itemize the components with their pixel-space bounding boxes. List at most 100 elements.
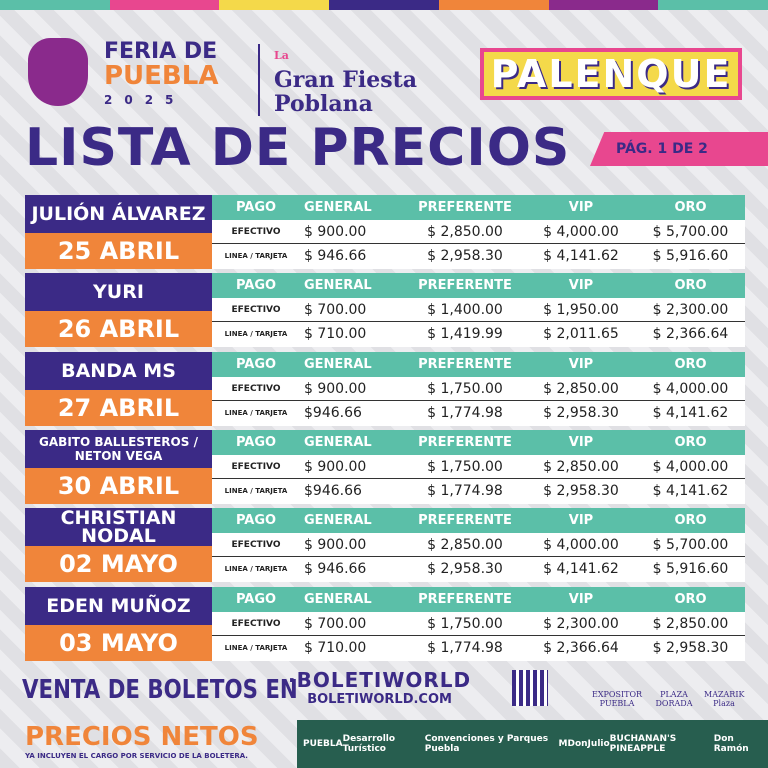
column-header: ORO bbox=[674, 513, 707, 529]
pay-method: EFECTIVO bbox=[231, 540, 281, 551]
pay-method: LINEA / TARJETA bbox=[224, 330, 288, 339]
price-cell: $ 900.00 bbox=[304, 537, 367, 554]
pay-method: EFECTIVO bbox=[231, 305, 281, 316]
price-cell: $ 2,300.00 bbox=[652, 302, 729, 319]
price-cell: $ 2,958.30 bbox=[652, 639, 729, 656]
column-header: VIP bbox=[568, 278, 594, 294]
price-cell: $ 2,958.30 bbox=[427, 248, 503, 264]
column-header: ORO bbox=[674, 356, 707, 372]
table-row: LINEA / TARJETA $946.66 $ 1,774.98 $ 2,958.… bbox=[212, 479, 745, 503]
price-cell: $ 4,000.00 bbox=[543, 537, 619, 554]
price-cell: $ 1,774.98 bbox=[427, 404, 503, 421]
column-header: VIP bbox=[568, 513, 594, 529]
pay-method: LINEA / TARJETA bbox=[224, 252, 288, 260]
price-cell: $ 2,850.00 bbox=[652, 615, 729, 632]
venta-heading: VENTA DE BOLETOS EN bbox=[22, 675, 298, 705]
boletiworld-wordmark: ·BOLETIWORLD bbox=[288, 668, 472, 692]
page-indicator: PÁG. 1 DE 2 bbox=[590, 132, 768, 166]
feria-heart-logo bbox=[28, 38, 88, 106]
sponsor-bar: PUEBLA Desarrollo Turístico Convenciones y… bbox=[297, 720, 768, 768]
price-cell: $ 2,850.00 bbox=[543, 380, 619, 397]
sponsor-logo: Don Ramón bbox=[713, 734, 749, 754]
table-row: EFECTIVO $ 700.00 $ 1,400.00 $ 1,950.00 $ 2,… bbox=[212, 298, 745, 323]
pay-method: LINEA / TARJETA bbox=[224, 486, 288, 495]
precios-netos: PRECIOS NETOS bbox=[25, 722, 259, 752]
qr-code-icon bbox=[512, 670, 548, 706]
price-cell: $ 1,774.98 bbox=[427, 639, 503, 656]
price-cell: $ 4,000.00 bbox=[652, 458, 729, 475]
column-header: PAGO bbox=[235, 200, 277, 215]
column-header: GENERAL bbox=[304, 434, 372, 450]
price-cell: $ 4,141.62 bbox=[543, 561, 619, 578]
column-header: PAGO bbox=[235, 278, 277, 294]
boletiworld-logo[interactable]: ·BOLETIWORLD BOLETIWORLD.COM bbox=[288, 668, 471, 707]
boletiworld-url[interactable]: BOLETIWORLD.COM bbox=[307, 692, 452, 707]
sponsor-logo: Convenciones y Parques Puebla bbox=[424, 734, 549, 754]
sponsor-logo: DonJulio bbox=[567, 739, 610, 749]
column-header: VIP bbox=[568, 591, 594, 607]
event-date: 27 ABRIL bbox=[25, 389, 212, 426]
price-cell: $ 1,750.00 bbox=[427, 380, 503, 397]
table-header: PAGO GENERAL PREFERENTE VIP ORO bbox=[212, 273, 745, 299]
venue-expositor: EXPOSITOR PUEBLA bbox=[592, 690, 643, 708]
price-cell: $ 900.00 bbox=[304, 380, 367, 397]
sponsor-logo: Desarrollo Turístico bbox=[342, 734, 396, 754]
color-stripe bbox=[438, 0, 549, 10]
color-stripe bbox=[329, 0, 439, 10]
color-stripes bbox=[0, 0, 768, 10]
artist-name: BANDA MS bbox=[25, 351, 212, 390]
venue-plaza-dorada: PLAZA DORADA bbox=[655, 690, 693, 708]
price-cell: $ 946.66 bbox=[304, 561, 367, 578]
table-row: EFECTIVO $ 900.00 $ 1,750.00 $ 2,850.00 $ 4,… bbox=[212, 377, 745, 401]
price-cell: $ 2,958.30 bbox=[427, 561, 503, 578]
column-header: PREFERENTE bbox=[418, 513, 512, 529]
column-header: GENERAL bbox=[304, 356, 372, 372]
column-header: PAGO bbox=[235, 356, 277, 372]
price-cell: $ 2,958.30 bbox=[543, 482, 619, 499]
price-cell: $ 700.00 bbox=[304, 302, 367, 319]
pay-method: EFECTIVO bbox=[231, 618, 281, 629]
pay-method: LINEA / TARJETA bbox=[224, 643, 288, 652]
table-row: EFECTIVO $ 700.00 $ 1,750.00 $ 2,300.00 $ 2,… bbox=[212, 612, 745, 636]
pay-method: EFECTIVO bbox=[231, 461, 281, 472]
color-stripe bbox=[548, 0, 659, 10]
artist-name: JULIÓN ÁLVAREZ bbox=[25, 195, 212, 233]
fiesta-line1: Gran Fiesta bbox=[274, 67, 418, 93]
table-row: LINEA / TARJETA $ 946.66 $ 2,958.30 $ 4,141… bbox=[212, 244, 745, 268]
event-block: EDEN MUÑOZ 03 MAYO PAGO GENERAL PREFERENTE… bbox=[25, 586, 745, 661]
sponsor-logo: PUEBLA bbox=[303, 739, 343, 749]
price-cell: $ 2,366.64 bbox=[652, 326, 729, 343]
palenque-logo: PALENQUE bbox=[480, 48, 742, 100]
price-cell: $ 1,774.98 bbox=[427, 482, 503, 499]
price-cell: $ 5,700.00 bbox=[652, 224, 729, 240]
artist-name: GABITO BALLESTEROS / NETON VEGA bbox=[25, 429, 212, 468]
column-header: ORO bbox=[674, 278, 707, 294]
column-header: ORO bbox=[674, 434, 707, 450]
feria-line2: PUEBLA bbox=[104, 61, 219, 91]
precios-note: YA INCLUYEN EL CARGO POR SERVICIO DE LA … bbox=[25, 752, 248, 760]
price-cell: $ 4,141.62 bbox=[543, 248, 619, 264]
price-cell: $ 1,950.00 bbox=[543, 302, 619, 319]
price-cell: $ 1,750.00 bbox=[427, 458, 503, 475]
price-cell: $ 4,000.00 bbox=[543, 224, 619, 240]
event-date: 26 ABRIL bbox=[25, 311, 212, 348]
price-cell: $ 700.00 bbox=[304, 615, 367, 632]
event-date: 02 MAYO bbox=[25, 546, 212, 583]
price-cell: $ 4,000.00 bbox=[652, 380, 729, 397]
event-date: 25 ABRIL bbox=[25, 233, 212, 269]
table-row: EFECTIVO $ 900.00 $ 1,750.00 $ 2,850.00 $ 4,… bbox=[212, 455, 745, 479]
column-header: PAGO bbox=[235, 591, 277, 607]
price-cell: $ 4,141.62 bbox=[652, 482, 729, 499]
table-header: PAGO GENERAL PREFERENTE VIP ORO bbox=[212, 351, 745, 377]
column-header: PREFERENTE bbox=[418, 278, 512, 294]
pay-method: EFECTIVO bbox=[231, 383, 281, 394]
price-cell: $946.66 bbox=[304, 404, 362, 421]
table-row: LINEA / TARJETA $ 946.66 $ 2,958.30 $ 4,141… bbox=[212, 557, 745, 581]
column-header: VIP bbox=[568, 356, 594, 372]
column-header: GENERAL bbox=[304, 200, 372, 215]
column-header: PAGO bbox=[235, 513, 277, 529]
color-stripe bbox=[0, 0, 110, 10]
price-cell: $ 2,850.00 bbox=[543, 458, 619, 475]
fiesta-line2: Poblana bbox=[274, 91, 373, 117]
price-table: PAGO GENERAL PREFERENTE VIP ORO EFECTIVO $ 90… bbox=[212, 195, 745, 269]
